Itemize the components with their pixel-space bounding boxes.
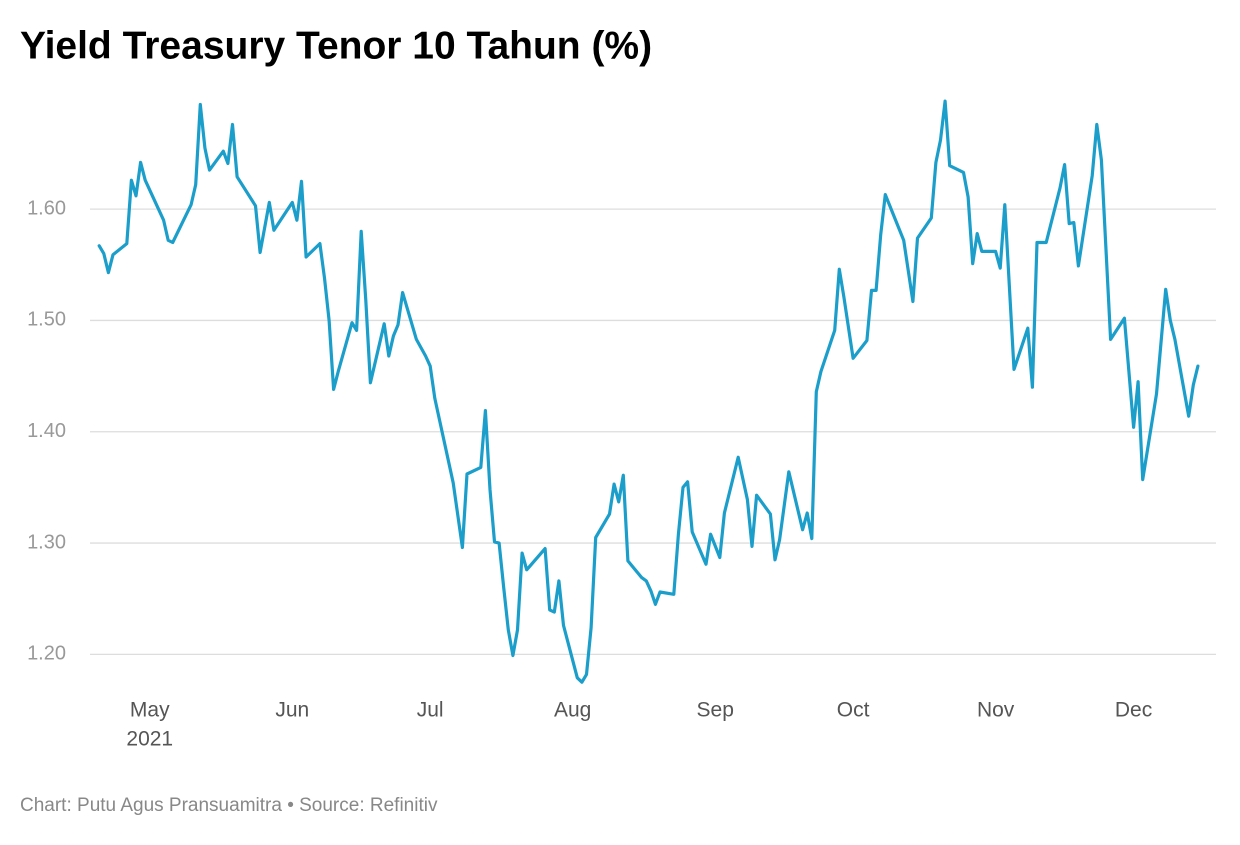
y-tick-label: 1.40 [27, 420, 66, 442]
y-tick-label: 1.30 [27, 531, 66, 553]
source-note: Chart: Putu Agus Pransuamitra • Source: … [20, 795, 438, 816]
x-tick-label: Jul [417, 699, 444, 722]
x-tick-label: Sep [697, 699, 734, 722]
x-tick-label: Jun [275, 699, 309, 722]
y-tick-label: 1.50 [27, 309, 66, 331]
data-line [97, 99, 1200, 684]
x-tick-label: May [130, 699, 170, 722]
x-tick-label: Dec [1115, 699, 1152, 722]
chart-title: Yield Treasury Tenor 10 Tahun (%) [20, 24, 652, 67]
x-tick-label: Nov [977, 699, 1015, 722]
y-tick-label: 1.20 [27, 643, 66, 665]
x-tick-label: Aug [554, 699, 591, 722]
x-year-label: 2021 [126, 728, 173, 751]
y-tick-label: 1.60 [27, 197, 66, 219]
x-tick-label: Oct [837, 699, 870, 722]
